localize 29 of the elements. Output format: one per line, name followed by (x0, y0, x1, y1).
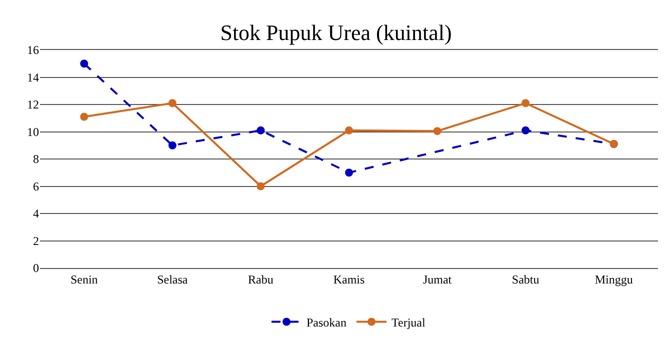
y-tick-label: 6 (33, 179, 39, 194)
point (168, 99, 176, 108)
x-tick-label: Rabu (248, 272, 274, 286)
point (80, 112, 88, 121)
legend-label: Terjual (392, 315, 426, 330)
point (345, 126, 353, 134)
y-tick-label: 0 (33, 261, 39, 276)
point (433, 127, 442, 136)
y-tick-label: 8 (33, 152, 39, 166)
y-tick-label: 2 (33, 234, 39, 248)
y-tick-label: 16 (27, 43, 39, 58)
point (345, 168, 353, 177)
point (522, 99, 530, 108)
y-tick-label: 14 (27, 70, 39, 84)
point (168, 141, 176, 150)
x-tick-label: Selasa (157, 272, 188, 286)
chart-title: Stok Pupuk Urea (kuintal) (220, 20, 452, 45)
point (80, 60, 88, 68)
x-tick-label: Sabtu (512, 272, 540, 286)
y-tick-label: 12 (27, 98, 39, 112)
x-tick-label: Jumat (422, 272, 452, 286)
y-tick-label: 10 (27, 124, 39, 139)
x-tick-label: Kamis (333, 272, 365, 286)
point (256, 126, 265, 134)
x-tick-label: Minggu (594, 272, 633, 286)
legend-label: Pasokan (306, 315, 346, 330)
x-tick-label: Senin (70, 272, 98, 286)
y-tick-label: 4 (33, 206, 39, 221)
point (256, 182, 265, 190)
